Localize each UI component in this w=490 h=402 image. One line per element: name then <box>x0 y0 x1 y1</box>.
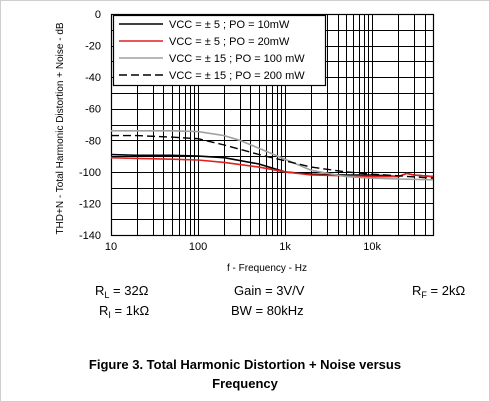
caption-line-2: Frequency <box>212 376 278 391</box>
gain-condition: Gain = 3V/V <box>234 283 305 298</box>
series-line-2 <box>110 156 434 178</box>
y-tick-label: -60 <box>85 104 101 116</box>
x-tick-label: 10k <box>363 241 381 253</box>
legend-label-3: VCC = ± 15 ; PO = 100 mW <box>169 53 305 65</box>
thd-chart: 0 -20 -40 -60 -80 -100 -120 -140 10 100 1k 10k f - F… <box>55 9 435 274</box>
series-line-4 <box>111 134 434 179</box>
rl-subscript: L <box>104 290 110 300</box>
ri-value: = 1kΩ <box>114 303 150 318</box>
legend-label-1: VCC = ± 5 ; PO = 10mW <box>169 19 290 31</box>
bw-condition: BW = 80kHz <box>231 303 304 318</box>
x-tick-label: 100 <box>189 241 207 253</box>
y-tick-label: -100 <box>79 167 101 179</box>
y-tick-label: -140 <box>79 230 101 242</box>
x-tick-label: 1k <box>279 241 291 253</box>
rl-value: = 32Ω <box>113 283 149 298</box>
rf-symbol: R <box>412 283 422 298</box>
series-lines <box>110 130 434 181</box>
y-tick-label: -40 <box>85 72 101 84</box>
x-tick-label: 10 <box>105 241 117 253</box>
rl-condition: RL = 32Ω <box>95 283 148 300</box>
y-tick-label: -80 <box>85 135 101 147</box>
rf-condition: RF = 2kΩ <box>412 283 465 300</box>
y-tick-label: 0 <box>95 9 101 21</box>
y-tick-label: -20 <box>85 41 101 53</box>
legend-label-2: VCC = ± 5 ; PO = 20mW <box>169 36 290 48</box>
figure-caption: Figure 3. Total Harmonic Distortion + No… <box>0 355 490 393</box>
caption-line-1: Figure 3. Total Harmonic Distortion + No… <box>88 357 402 372</box>
ri-condition: RI = 1kΩ <box>99 303 149 320</box>
y-tick-label: -120 <box>79 198 101 210</box>
y-axis-label: THD+N - Total Harmonic Distortion + Nois… <box>55 22 66 234</box>
ri-symbol: R <box>99 303 109 318</box>
rf-subscript: F <box>421 290 427 300</box>
legend: VCC = ± 5 ; PO = 10mW VCC = ± 5 ; PO = 20… <box>112 14 327 87</box>
plot-frame <box>110 13 435 237</box>
rl-symbol: R <box>95 283 105 298</box>
series-line-3 <box>111 130 434 181</box>
x-axis-label: f - Frequency - Hz <box>227 263 307 274</box>
ri-subscript: I <box>108 310 111 320</box>
legend-label-4: VCC = ± 15 ; PO = 200 mW <box>169 70 305 82</box>
rf-value: = 2kΩ <box>430 283 466 298</box>
legend-box <box>112 14 327 87</box>
